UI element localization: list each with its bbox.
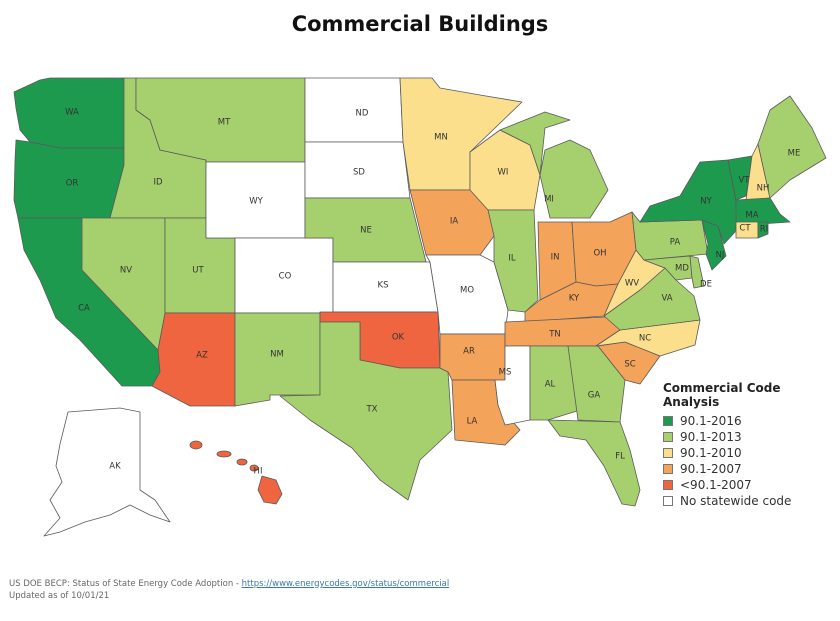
legend: Commercial Code Analysis 90.1-2016 90.1-2… — [663, 381, 840, 509]
legend-label: 90.1-2013 — [680, 430, 742, 444]
state-nm[interactable] — [234, 312, 321, 407]
state-label-pa: PA — [670, 238, 681, 248]
legend-label: 90.1-2016 — [680, 414, 742, 428]
state-label-wv: WV — [625, 279, 639, 289]
state-tx[interactable] — [279, 321, 453, 501]
state-hi[interactable] — [189, 440, 283, 505]
state-labels: WA OR CA ID MT NV UT WY CO AZ NM ND SD NE KS OK TX MN IA MO… — [65, 108, 800, 477]
state-label-ms: MS — [499, 368, 512, 378]
state-az[interactable] — [151, 312, 236, 407]
state-label-nd: ND — [356, 109, 369, 119]
state-label-il: IL — [508, 254, 516, 264]
state-label-ak: AK — [109, 462, 121, 472]
state-me[interactable] — [757, 95, 827, 199]
state-label-wa: WA — [65, 108, 79, 118]
source-prefix: US DOE BECP: Status of State Energy Code… — [9, 579, 242, 589]
state-ak[interactable] — [43, 407, 171, 537]
state-nd[interactable] — [304, 77, 404, 143]
state-label-in: IN — [551, 253, 560, 263]
legend-swatch — [663, 416, 673, 426]
legend-label: 90.1-2007 — [680, 462, 742, 476]
state-label-ar: AR — [463, 347, 475, 357]
legend-item[interactable]: 90.1-2016 — [663, 413, 840, 429]
state-label-me: ME — [788, 149, 801, 159]
state-il[interactable] — [487, 209, 539, 313]
legend-swatch — [663, 480, 673, 490]
state-label-tn: TN — [548, 330, 561, 340]
map-title: Commercial Buildings — [291, 12, 549, 36]
state-label-fl: FL — [615, 452, 625, 462]
state-label-ut: UT — [192, 266, 204, 276]
state-ar[interactable] — [439, 333, 506, 381]
state-label-or: OR — [66, 179, 79, 189]
state-label-ri: RI — [760, 225, 768, 235]
legend-label: <90.1-2007 — [680, 478, 752, 492]
state-label-wy: WY — [249, 197, 263, 207]
state-label-sd: SD — [353, 168, 365, 178]
state-label-ct: CT — [739, 224, 751, 234]
source-line: US DOE BECP: Status of State Energy Code… — [9, 578, 449, 590]
state-label-ga: GA — [588, 391, 601, 401]
legend-item[interactable]: <90.1-2007 — [663, 477, 840, 493]
state-label-ne: NE — [360, 226, 372, 236]
state-ga[interactable] — [567, 345, 626, 423]
state-label-ok: OK — [392, 333, 405, 343]
state-label-nm: NM — [270, 350, 284, 360]
legend-title: Commercial Code Analysis — [663, 381, 781, 409]
state-label-nc: NC — [639, 334, 651, 344]
state-label-sc: SC — [624, 360, 635, 370]
legend-item[interactable]: No statewide code — [663, 493, 840, 509]
state-label-ky: KY — [569, 294, 580, 304]
state-ri[interactable] — [757, 221, 769, 239]
legend-item[interactable]: 90.1-2010 — [663, 445, 840, 461]
legend-item[interactable]: 90.1-2007 — [663, 461, 840, 477]
state-label-hi: HI — [254, 467, 263, 477]
state-label-la: LA — [467, 417, 478, 427]
state-de[interactable] — [689, 255, 705, 289]
state-label-mo: MO — [460, 286, 474, 296]
state-label-mt: MT — [218, 118, 231, 128]
state-label-al: AL — [545, 380, 556, 390]
legend-item[interactable]: 90.1-2013 — [663, 429, 840, 445]
legend-swatch — [663, 448, 673, 458]
state-label-ca: CA — [78, 304, 90, 314]
updated-line: Updated as of 10/01/21 — [9, 591, 110, 601]
state-al[interactable] — [529, 345, 581, 421]
state-label-oh: OH — [593, 249, 606, 259]
state-label-mn: MN — [434, 133, 448, 143]
state-label-id: ID — [153, 178, 163, 188]
state-label-mi: MI — [544, 195, 554, 205]
state-label-nj: NJ — [716, 251, 725, 261]
state-label-vt: VT — [738, 176, 750, 186]
legend-label: 90.1-2010 — [680, 446, 742, 460]
footer: US DOE BECP: Status of State Energy Code… — [9, 578, 449, 602]
legend-swatch — [663, 432, 673, 442]
state-label-nh: NH — [757, 184, 770, 194]
legend-swatch — [663, 496, 673, 506]
legend-label: No statewide code — [680, 494, 792, 508]
state-label-nv: NV — [120, 266, 132, 276]
state-label-ia: IA — [450, 217, 459, 227]
source-link[interactable]: https://www.energycodes.gov/status/comme… — [241, 579, 450, 589]
state-label-ny: NY — [700, 197, 712, 207]
state-md[interactable] — [643, 255, 693, 281]
legend-swatch — [663, 464, 673, 474]
state-label-tx: TX — [365, 405, 377, 415]
state-label-co: CO — [279, 272, 292, 282]
state-label-va: VA — [661, 294, 672, 304]
state-mi[interactable] — [499, 111, 609, 219]
state-label-ma: MA — [745, 211, 758, 221]
state-label-ks: KS — [378, 281, 389, 291]
state-label-az: AZ — [196, 351, 208, 361]
state-label-de: DE — [700, 280, 712, 290]
state-fl[interactable] — [547, 419, 641, 507]
state-ma[interactable] — [735, 197, 791, 225]
state-label-md: MD — [675, 264, 689, 274]
state-mn[interactable] — [399, 77, 523, 191]
state-label-wi: WI — [498, 168, 509, 178]
state-vt[interactable] — [727, 155, 753, 201]
legend-items: 90.1-2016 90.1-2013 90.1-2010 90.1-2007 <90.… — [663, 413, 840, 509]
